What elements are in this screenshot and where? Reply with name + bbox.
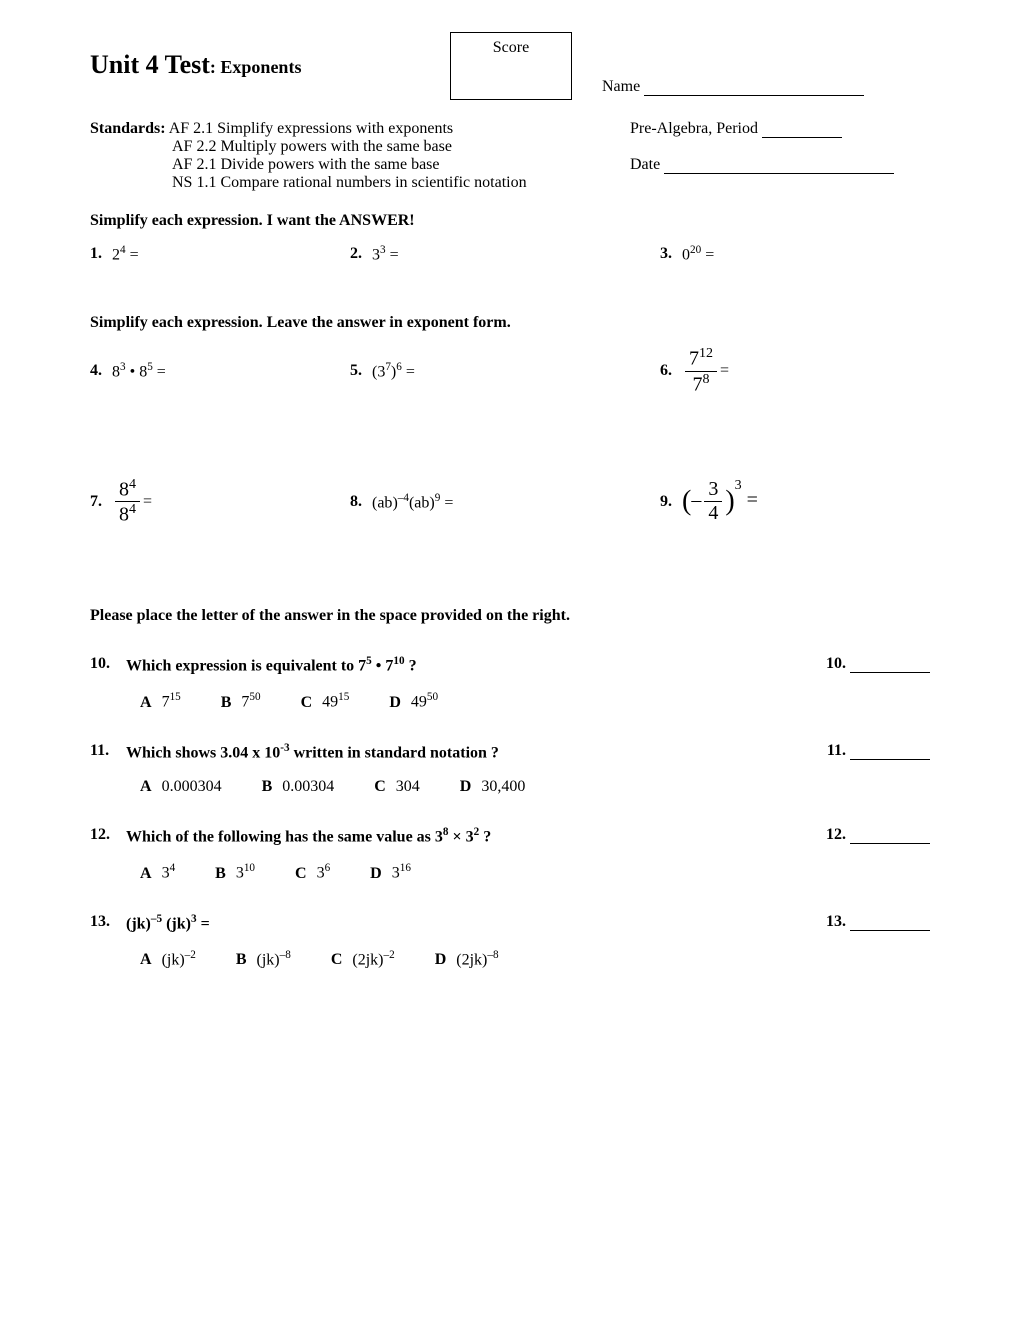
problem-2: 2. 33 = — [350, 244, 660, 264]
p2-num: 2. — [350, 245, 362, 263]
q10-choice-b: B750 — [221, 691, 261, 711]
problem-9: 9. (–34)3 = — [660, 478, 930, 525]
q10-choice-c: C4915 — [301, 691, 350, 711]
worksheet-page: Unit 4 Test: Exponents Score Name Standa… — [0, 0, 1020, 1320]
q12-choices: A34 B310 C36 D316 — [140, 862, 930, 882]
p2-expr: 33 = — [372, 244, 399, 264]
section3-heading: Please place the letter of the answer in… — [90, 607, 930, 625]
period-line[interactable] — [762, 137, 842, 138]
p1-num: 1. — [90, 245, 102, 263]
q12-choice-a: A34 — [140, 862, 175, 882]
q10-num: 10. — [90, 655, 126, 675]
problem-4: 4. 83 • 85 = — [90, 361, 350, 381]
score-label: Score — [493, 39, 529, 56]
question-12: 12. Which of the following has the same … — [90, 826, 930, 846]
course-label: Pre-Algebra, Period — [630, 120, 758, 137]
problem-6: 6. 712 78 = — [660, 346, 930, 396]
p7-num: 7. — [90, 493, 102, 511]
row-1-3: 1. 24 = 2. 33 = 3. 020 = — [90, 244, 930, 264]
score-box: Score — [450, 32, 572, 100]
standard-0: AF 2.1 Simplify expressions with exponen… — [169, 120, 453, 137]
q11-num: 11. — [90, 742, 126, 762]
q12-num: 12. — [90, 826, 126, 846]
date-label: Date — [630, 156, 660, 173]
standards-right: Pre-Algebra, Period Date — [610, 120, 930, 192]
q10-answer-slot: 10. — [810, 655, 930, 675]
q10-choices: A715 B750 C4915 D4950 — [140, 691, 930, 711]
q11-text: Which shows 3.04 x 10-3 written in stand… — [126, 742, 810, 762]
q11-answer-slot: 11. — [810, 742, 930, 762]
q12-text: Which of the following has the same valu… — [126, 826, 810, 846]
p6-num: 6. — [660, 362, 672, 380]
p4-num: 4. — [90, 362, 102, 380]
p1-expr: 24 = — [112, 244, 139, 264]
standards-left: Standards: AF 2.1 Simplify expressions w… — [90, 120, 610, 192]
q11-answer-line[interactable] — [850, 759, 930, 760]
p9-num: 9. — [660, 493, 672, 511]
p9-expr: (–34)3 = — [682, 478, 758, 525]
title-main: Unit 4 Test — [90, 50, 210, 79]
name-label: Name — [602, 78, 640, 95]
q12-answer-slot: 12. — [810, 826, 930, 846]
p7-frac: 84 84 — [115, 477, 140, 527]
section2-heading: Simplify each expression. Leave the answ… — [90, 314, 930, 332]
title-sub: : Exponents — [210, 57, 302, 77]
question-13: 13. (jk)–5 (jk)3 = 13. — [90, 913, 930, 933]
p6-frac: 712 78 — [685, 346, 717, 396]
q11-choice-c: C304 — [374, 778, 420, 796]
q12-answer-line[interactable] — [850, 843, 930, 844]
question-11: 11. Which shows 3.04 x 10-3 written in s… — [90, 742, 930, 762]
problem-8: 8. (ab)–4(ab)9 = — [350, 492, 660, 512]
q10-text: Which expression is equivalent to 75 • 7… — [126, 655, 810, 675]
row-7-9: 7. 84 84 = 8. (ab)–4(ab)9 = 9. (–34)3 = — [90, 477, 930, 527]
name-line[interactable] — [644, 95, 864, 96]
q11-choice-d: D30,400 — [460, 778, 526, 796]
problem-5: 5. (37)6 = — [350, 361, 660, 381]
q13-choices: A(jk)–2 B(jk)–8 C(2jk)–2 D(2jk)–8 — [140, 949, 930, 969]
q12-choice-c: C36 — [295, 862, 330, 882]
q12-choice-b: B310 — [215, 862, 255, 882]
q13-answer-slot: 13. — [810, 913, 930, 933]
q13-choice-b: B(jk)–8 — [236, 949, 291, 969]
section1-heading: Simplify each expression. I want the ANS… — [90, 212, 930, 230]
p3-num: 3. — [660, 245, 672, 263]
q11-choices: A0.000304 B0.00304 C304 D30,400 — [140, 778, 930, 796]
problem-1: 1. 24 = — [90, 244, 350, 264]
standards-label: Standards: — [90, 120, 166, 137]
q13-text: (jk)–5 (jk)3 = — [126, 913, 810, 933]
q12-choice-d: D316 — [370, 862, 411, 882]
problem-7: 7. 84 84 = — [90, 477, 350, 527]
question-10: 10. Which expression is equivalent to 75… — [90, 655, 930, 675]
q13-num: 13. — [90, 913, 126, 933]
p8-num: 8. — [350, 493, 362, 511]
q10-answer-line[interactable] — [850, 672, 930, 673]
q13-choice-c: C(2jk)–2 — [331, 949, 395, 969]
p5-expr: (37)6 = — [372, 361, 415, 381]
date-line[interactable] — [664, 173, 894, 174]
standard-3: NS 1.1 Compare rational numbers in scien… — [172, 174, 610, 192]
row-4-6: 4. 83 • 85 = 5. (37)6 = 6. 712 78 = — [90, 346, 930, 396]
q13-answer-line[interactable] — [850, 930, 930, 931]
q13-choice-a: A(jk)–2 — [140, 949, 196, 969]
p5-num: 5. — [350, 362, 362, 380]
standard-2: AF 2.1 Divide powers with the same base — [172, 156, 610, 174]
name-block: Name — [602, 50, 930, 96]
standard-1: AF 2.2 Multiply powers with the same bas… — [172, 138, 610, 156]
problem-3: 3. 020 = — [660, 244, 930, 264]
q10-choice-d: D4950 — [389, 691, 438, 711]
title-block: Unit 4 Test: Exponents — [90, 50, 450, 80]
standards-row: Standards: AF 2.1 Simplify expressions w… — [90, 120, 930, 192]
p8-expr: (ab)–4(ab)9 = — [372, 492, 453, 512]
q11-choice-a: A0.000304 — [140, 778, 222, 796]
p3-expr: 020 = — [682, 244, 714, 264]
q11-choice-b: B0.00304 — [262, 778, 335, 796]
header-row: Unit 4 Test: Exponents Score Name — [90, 50, 930, 100]
p4-expr: 83 • 85 = — [112, 361, 166, 381]
q10-choice-a: A715 — [140, 691, 181, 711]
q13-choice-d: D(2jk)–8 — [435, 949, 499, 969]
